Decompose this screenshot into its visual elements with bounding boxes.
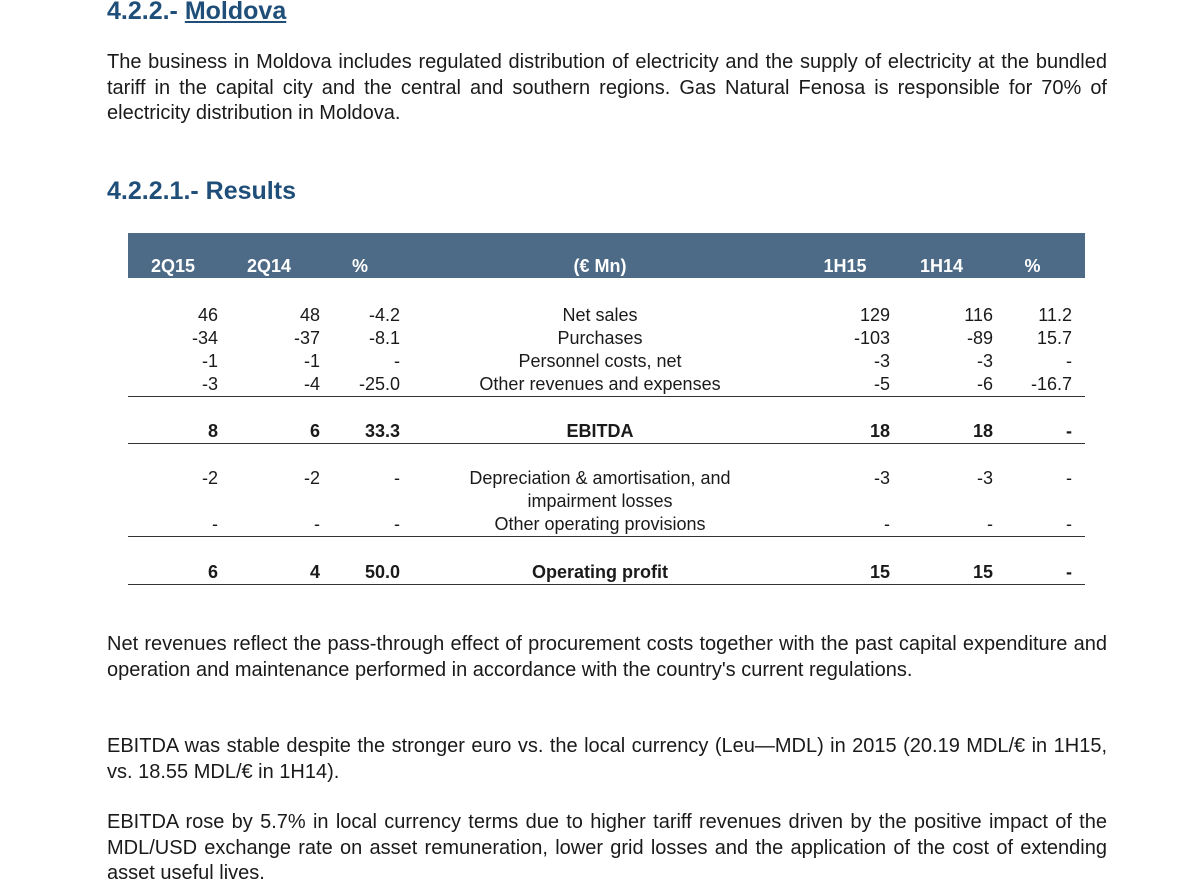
cell: -37 <box>293 328 320 348</box>
paragraph: EBITDA rose by 5.7% in local currency te… <box>107 811 1107 884</box>
cell: -3 <box>873 468 890 488</box>
cell: -6 <box>976 374 993 394</box>
cell: -3 <box>976 351 993 371</box>
cell: 6 <box>207 562 218 582</box>
cell: - <box>884 514 890 534</box>
cell: -2 <box>303 468 320 488</box>
cell: -89 <box>966 328 993 348</box>
cell: - <box>212 514 218 534</box>
cell: 46 <box>197 305 218 325</box>
table-row: 46 48 -4.2 Net sales 129 116 11.2 <box>128 304 1085 327</box>
row-label: Purchases <box>557 328 643 348</box>
cell: 33.3 <box>364 421 400 441</box>
cell: -1 <box>201 351 218 371</box>
paragraph: EBITDA was stable despite the stronger e… <box>107 735 1107 783</box>
cell: 8 <box>207 421 218 441</box>
cell: -4.2 <box>368 305 400 325</box>
cell: - <box>394 351 400 371</box>
row-label: Depreciation & amortisation, and impairm… <box>469 468 731 511</box>
cell: 4 <box>309 562 320 582</box>
subheading: 4.2.2.1.- Results <box>107 177 296 205</box>
cell: -2 <box>201 468 218 488</box>
cell: -25.0 <box>358 374 400 394</box>
row-label: EBITDA <box>566 421 634 441</box>
cell: - <box>1066 514 1072 534</box>
cell: 6 <box>309 421 320 441</box>
cell: - <box>1066 421 1072 441</box>
column-header: 2Q14 <box>246 256 292 276</box>
row-label: Other revenues and expenses <box>479 374 721 394</box>
cell: 15 <box>869 562 890 582</box>
cell: -16.7 <box>1030 374 1072 394</box>
cell: - <box>987 514 993 534</box>
cell: 116 <box>964 305 993 325</box>
column-header: % <box>351 256 368 276</box>
cell: -5 <box>873 374 890 394</box>
table-row: - - - Other operating provisions - - - <box>128 513 1085 537</box>
section-title: Moldova <box>184 0 287 25</box>
cell: 129 <box>859 305 890 325</box>
section-number: 4.2.2.- <box>107 0 178 25</box>
table-row: -2 -2 - Depreciation & amortisation, and im… <box>128 467 1085 513</box>
cell: - <box>314 514 320 534</box>
paragraph: Net revenues reflect the pass-through ef… <box>107 633 1107 681</box>
cell: - <box>1066 468 1072 488</box>
cell: 48 <box>299 305 320 325</box>
cell: - <box>394 514 400 534</box>
table-header: 2Q15 2Q14% (€ Mn) 1H15 1H14% <box>128 233 1085 278</box>
cell: 15 <box>972 562 993 582</box>
row-label: Operating profit <box>532 562 668 582</box>
cell: - <box>394 468 400 488</box>
cell: -34 <box>191 328 218 348</box>
intro-paragraph: The business in Moldova includes regulat… <box>107 51 1107 124</box>
column-header: (€ Mn) <box>573 256 627 276</box>
table-row: -3 -4 -25.0 Other revenues and expenses -5 -6… <box>128 373 1085 397</box>
cell: -3 <box>201 374 218 394</box>
cell: - <box>1066 351 1072 371</box>
cell: - <box>1066 562 1072 582</box>
cell: -1 <box>303 351 320 371</box>
cell: -103 <box>853 328 890 348</box>
table-row: 8 6 33.3 EBITDA 18 18 - <box>128 420 1085 444</box>
cell: -4 <box>303 374 320 394</box>
section-heading: 4.2.2.- Moldova <box>107 0 286 26</box>
cell: -3 <box>976 468 993 488</box>
table-row: -1 -1 - Personnel costs, net -3 -3 - <box>128 350 1085 373</box>
column-header: 1H14 <box>919 256 964 276</box>
column-header: 1H15 <box>823 256 867 276</box>
row-label: Other operating provisions <box>494 514 706 534</box>
results-table: 2Q15 2Q14% (€ Mn) 1H15 1H14% 46 48 -4.2 Net sale… <box>128 233 1085 585</box>
cell: 50.0 <box>364 562 400 582</box>
cell: 11.2 <box>1038 305 1072 325</box>
row-label: Net sales <box>562 305 638 325</box>
column-header: 2Q15 <box>150 256 196 276</box>
cell: 15.7 <box>1036 328 1072 348</box>
row-label: Personnel costs, net <box>518 351 682 371</box>
table-row: -34 -37 -8.1 Purchases -103 -89 15.7 <box>128 327 1085 350</box>
column-header: % <box>1024 256 1041 276</box>
cell: -8.1 <box>368 328 400 348</box>
cell: -3 <box>873 351 890 371</box>
cell: 18 <box>972 421 993 441</box>
cell: 18 <box>869 421 890 441</box>
table-row: 6 4 50.0 Operating profit 15 15 - <box>128 561 1085 585</box>
